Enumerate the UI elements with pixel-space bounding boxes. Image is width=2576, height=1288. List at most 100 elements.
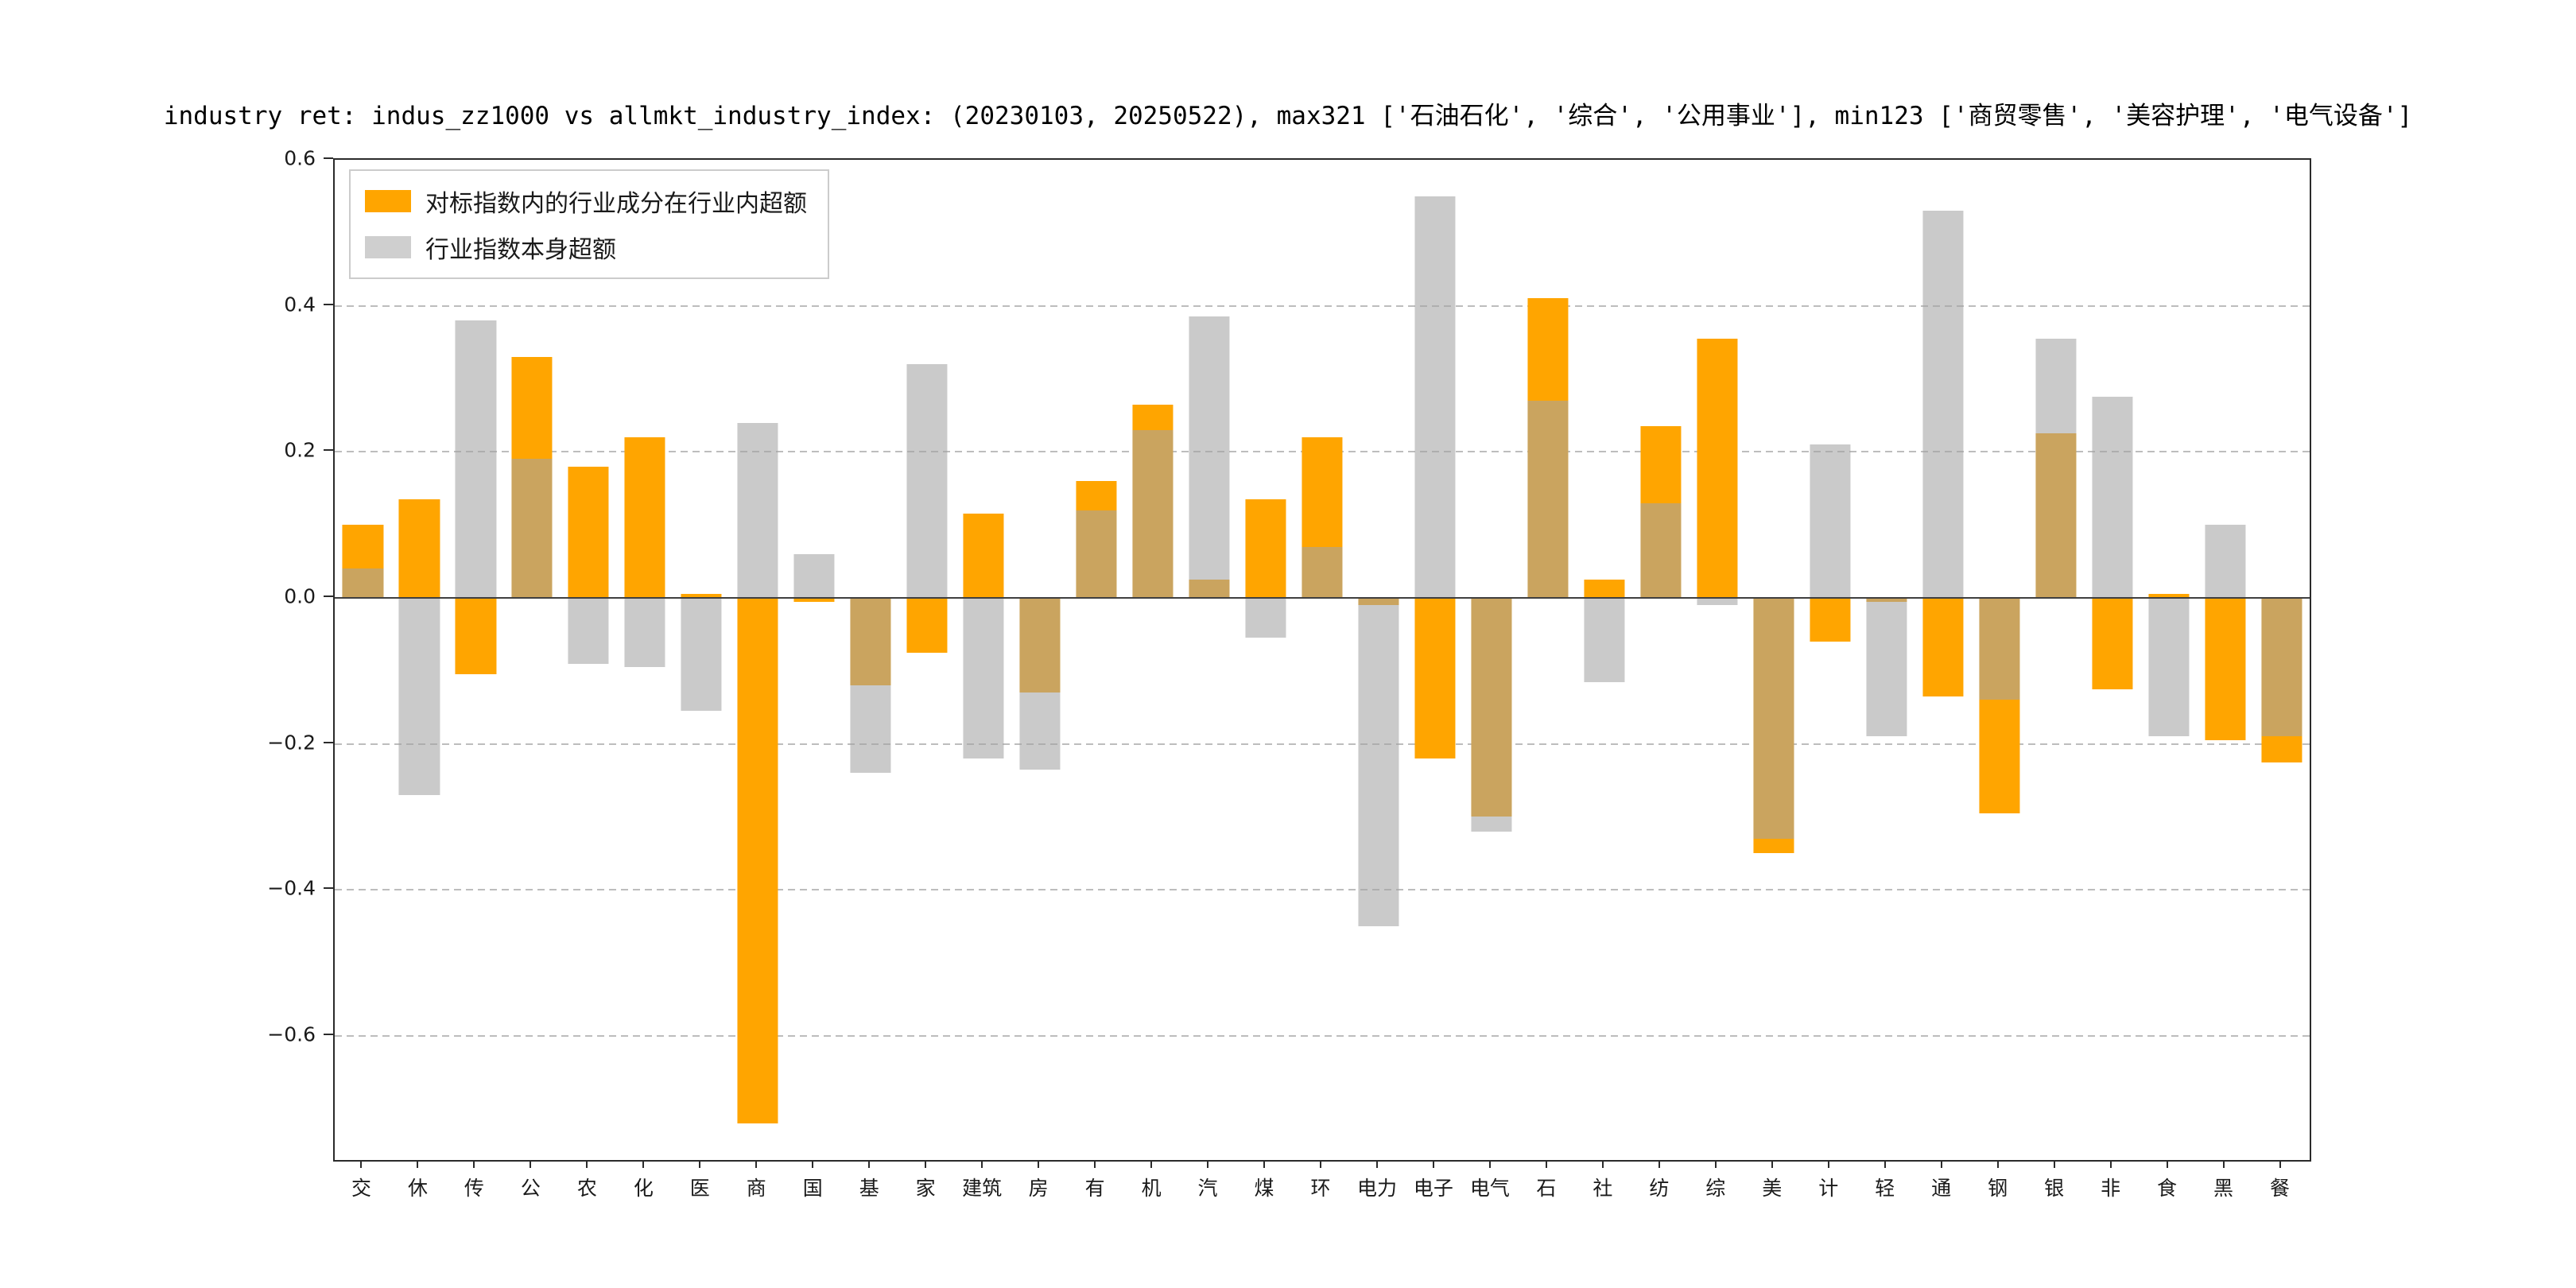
x-tick-mark [925, 1160, 927, 1168]
x-axis-tick-label: 综 [1705, 1177, 1726, 1200]
gray-bar [1471, 597, 1512, 832]
gray-bar [1697, 597, 1738, 606]
x-axis-tick-label: 石 [1536, 1177, 1557, 1200]
x-axis-tick-label: 机 [1141, 1177, 1162, 1200]
gray-bar [1189, 316, 1230, 598]
x-tick-mark [1263, 1160, 1266, 1168]
x-tick-mark [1714, 1160, 1717, 1168]
legend-item-industry-index-excess: 行业指数本身超额 [365, 230, 807, 265]
x-tick-mark [2053, 1160, 2055, 1168]
x-tick-mark [981, 1160, 983, 1168]
x-axis-tick-label: 休 [407, 1177, 428, 1200]
orange-bar [1414, 597, 1456, 758]
legend-swatch-gray [365, 236, 411, 258]
x-axis-tick-label: 煤 [1254, 1177, 1274, 1200]
x-tick-mark [642, 1160, 645, 1168]
x-axis-tick-label: 建筑 [962, 1177, 1003, 1200]
orange-bar [2204, 597, 2246, 740]
x-tick-mark [1658, 1160, 1660, 1168]
x-axis-tick-label: 电气 [1469, 1177, 1510, 1200]
gray-bar [2148, 597, 2190, 737]
x-tick-mark [699, 1160, 701, 1168]
y-tick-mark [324, 887, 333, 890]
x-tick-mark [1038, 1160, 1040, 1168]
gray-bar [1414, 196, 1456, 598]
x-axis-tick-label: 电力 [1356, 1177, 1397, 1200]
x-axis-tick-label: 化 [633, 1177, 654, 1200]
orange-bar [1697, 338, 1738, 598]
gridline [335, 1034, 2310, 1037]
x-tick-mark [2222, 1160, 2225, 1168]
x-tick-mark [2166, 1160, 2168, 1168]
x-axis-tick-label: 轻 [1875, 1177, 1895, 1200]
legend: 对标指数内的行业成分在行业内超额 行业指数本身超额 [349, 169, 829, 279]
orange-bar [737, 597, 778, 1124]
x-axis-tick-label: 美 [1762, 1177, 1783, 1200]
x-tick-mark [1094, 1160, 1096, 1168]
gray-bar [1076, 510, 1117, 598]
x-axis-tick-label: 汽 [1197, 1177, 1218, 1200]
x-axis-tick-label: 基 [859, 1177, 879, 1200]
x-tick-mark [1827, 1160, 1829, 1168]
y-tick-mark [324, 303, 333, 305]
x-axis-tick-label: 电子 [1413, 1177, 1453, 1200]
gray-bar [1584, 597, 1625, 682]
y-tick-mark [324, 1033, 333, 1035]
y-axis-tick-label: 0.2 [284, 438, 316, 462]
x-axis-tick-label: 环 [1310, 1177, 1331, 1200]
x-axis-tick-label: 国 [802, 1177, 823, 1200]
orange-bar [1584, 579, 1625, 598]
orange-bar [568, 466, 609, 598]
x-tick-mark [2109, 1160, 2112, 1168]
y-tick-mark [324, 157, 333, 159]
y-axis-tick-label: −0.2 [267, 731, 316, 755]
y-tick-mark [324, 595, 333, 597]
orange-bar [1245, 499, 1286, 598]
legend-item-constituent-excess: 对标指数内的行业成分在行业内超额 [365, 184, 807, 219]
x-axis-tick-label: 钢 [1988, 1177, 2008, 1200]
x-axis-tick-label: 食 [2157, 1177, 2178, 1200]
x-tick-mark [473, 1160, 475, 1168]
x-axis-tick-label: 通 [1931, 1177, 1952, 1200]
orange-bar [681, 594, 722, 598]
x-tick-mark [1488, 1160, 1491, 1168]
x-tick-mark [755, 1160, 758, 1168]
orange-bar [793, 597, 835, 602]
gray-bar [2260, 597, 2302, 737]
legend-label-industry-index-excess: 行业指数本身超额 [425, 236, 616, 264]
gray-bar [963, 597, 1004, 758]
gray-bar [1527, 401, 1569, 598]
x-axis-tick-label: 家 [915, 1177, 936, 1200]
plot-area: 对标指数内的行业成分在行业内超额 行业指数本身超额 [333, 158, 2311, 1162]
gray-bar [2092, 397, 2133, 598]
gray-bar [568, 597, 609, 664]
x-axis-tick-label: 纺 [1649, 1177, 1670, 1200]
gray-bar [850, 597, 891, 774]
gray-bar [1640, 502, 1682, 598]
x-axis-tick-label: 餐 [2269, 1177, 2291, 1200]
orange-bar [1810, 597, 1851, 642]
x-tick-mark [530, 1160, 532, 1168]
legend-swatch-orange [365, 190, 411, 212]
x-axis-tick-label: 医 [689, 1177, 710, 1200]
x-tick-mark [1884, 1160, 1886, 1168]
x-tick-mark [360, 1160, 363, 1168]
gray-bar [2035, 338, 2077, 598]
gray-bar [1302, 546, 1343, 598]
orange-bar [963, 514, 1004, 598]
gray-bar [511, 459, 553, 598]
orange-bar [398, 499, 440, 598]
gridline [335, 743, 2310, 745]
y-tick-mark [324, 449, 333, 452]
y-axis-tick-label: 0.4 [284, 293, 316, 316]
x-tick-mark [417, 1160, 419, 1168]
x-tick-mark [1375, 1160, 1378, 1168]
x-axis-tick-label: 社 [1593, 1177, 1613, 1200]
x-axis-tick-label: 房 [1028, 1177, 1049, 1200]
gray-bar [1132, 429, 1174, 598]
legend-label-constituent-excess: 对标指数内的行业成分在行业内超额 [425, 190, 807, 218]
gray-bar [398, 597, 440, 795]
orange-bar [1922, 597, 1964, 696]
gray-bar [906, 364, 948, 598]
